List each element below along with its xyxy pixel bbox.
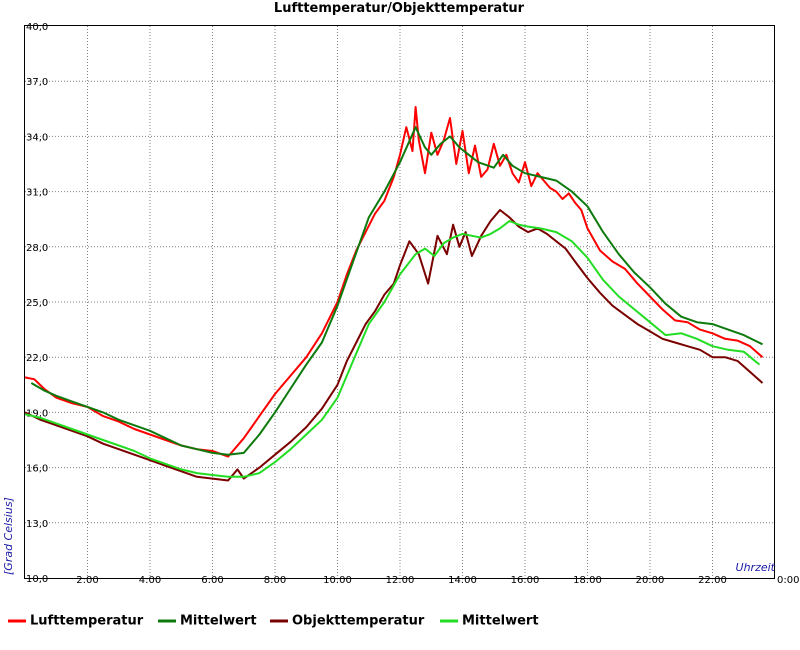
series-line-4 <box>24 220 761 478</box>
series-lines <box>24 106 764 482</box>
x-tick-label: 18:00 <box>573 575 602 586</box>
y-tick-label: 40,0 <box>26 22 48 33</box>
grid <box>25 26 775 578</box>
chart-title: Lufttemperatur/Objekttemperatur <box>274 1 525 16</box>
x-tick-label: 2:00 <box>76 575 98 586</box>
x-tick-label: 4:00 <box>139 575 161 586</box>
x-axis-label: Uhrzeit <box>736 561 776 574</box>
plot-area-border <box>24 25 775 579</box>
x-tick-label: 16:00 <box>511 575 540 586</box>
x-tick-label: 22:00 <box>698 575 727 586</box>
y-tick-label: 19,0 <box>26 408 48 419</box>
x-tick-label: 10:00 <box>323 575 352 586</box>
y-tick-label: 25,0 <box>26 298 48 309</box>
y-axis-ticks: 10,0 13,0 16,0 19,0 22,0 25,0 28,0 31,0 34,0 37,0… <box>26 22 48 585</box>
x-tick-label: 20:00 <box>636 575 665 586</box>
y-tick-label: 37,0 <box>26 77 48 88</box>
x-tick-label: 12:00 <box>386 575 415 586</box>
legend-label: Objekttemperatur <box>292 614 425 629</box>
y-tick-label: 28,0 <box>26 243 48 254</box>
y-tick-label: 22,0 <box>26 353 48 364</box>
series-line-3 <box>24 209 764 482</box>
legend: Lufttemperatur Mittelwert Objekttemperatur… <box>8 614 539 629</box>
y-tick-label: 31,0 <box>26 188 48 199</box>
x-tick-label: 14:00 <box>448 575 477 586</box>
y-tick-label: 10,0 <box>26 574 48 585</box>
legend-label: Mittelwert <box>462 614 539 629</box>
y-tick-label: 34,0 <box>26 132 48 143</box>
y-tick-label: 16,0 <box>26 464 48 475</box>
legend-label: Mittelwert <box>180 614 257 629</box>
x-tick-label: 0:00 <box>777 575 799 586</box>
series-line-2 <box>30 126 763 456</box>
y-tick-label: 13,0 <box>26 519 48 530</box>
legend-label: Lufttemperatur <box>30 614 144 629</box>
x-axis-ticks: 2:00 4:00 6:00 8:00 10:00 12:00 14:00 16:00 18:0… <box>76 575 799 586</box>
x-tick-label: 6:00 <box>201 575 223 586</box>
y-axis-label: [Grad Celsius] <box>2 497 15 575</box>
x-tick-label: 8:00 <box>264 575 286 586</box>
